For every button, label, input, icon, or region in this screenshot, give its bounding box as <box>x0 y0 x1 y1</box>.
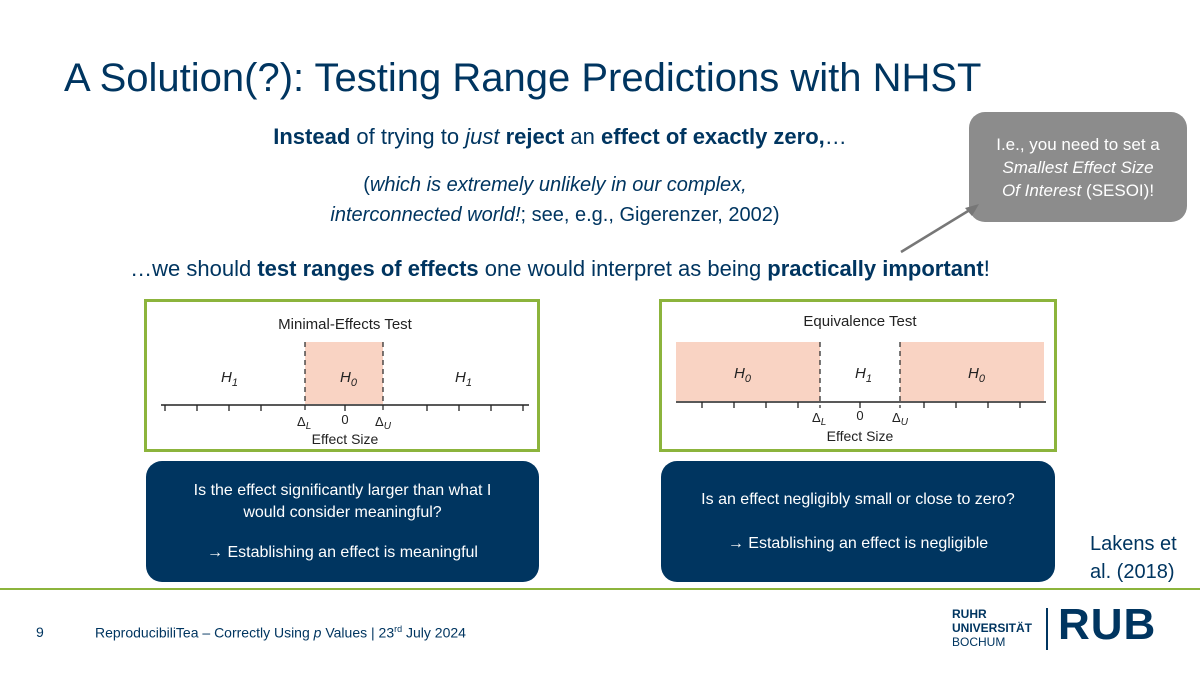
logo-line-1: RUHR <box>952 607 987 621</box>
h1-right-label: H1 <box>455 369 472 389</box>
h0-label: H0 <box>340 369 358 389</box>
paren-line-2: interconnected world!; see, e.g., Gigere… <box>0 204 1110 227</box>
minimal-effects-diagram: Minimal-Effects Test H1 H0 H1 ΔL 0 ΔU Ef… <box>161 316 529 447</box>
left-question-line-1: Is the effect significantly larger than … <box>193 481 492 499</box>
minimal-effects-panel: Minimal-Effects Test H1 H0 H1 ΔL 0 ΔU Ef… <box>144 299 540 452</box>
footer-text-a: ReproducibiliTea – Correctly Using <box>95 624 314 641</box>
footer-text-b: Values | 23 <box>321 624 395 641</box>
equiv-h0-right-label: H0 <box>968 365 986 385</box>
intro-text-2: an <box>564 124 602 149</box>
callout-line-3: (SESOI)! <box>1081 180 1155 200</box>
intro-just: just <box>465 124 500 149</box>
left-question-conclusion: → Establishing an effect is meaningful <box>207 543 478 561</box>
citation: Lakens et al. (2018) <box>1090 530 1177 586</box>
paren-open: ( <box>363 174 370 196</box>
callout-line-2: Smallest Effect Size <box>1002 157 1154 177</box>
rub-logo: RUB <box>1058 600 1157 649</box>
paren-citation: ; see, e.g., Gigerenzer, 2002) <box>520 204 780 226</box>
equivalence-h0-left-region <box>676 342 820 401</box>
equivalence-question-box: Is an effect negligibly small or close t… <box>661 461 1055 582</box>
logo-separator <box>1046 608 1048 650</box>
page-number: 9 <box>36 624 44 640</box>
minimal-effects-h0-region <box>305 342 383 404</box>
effect-size-label: Effect Size <box>312 431 379 447</box>
equivalence-panel: Equivalence Test H0 H1 H0 ΔL 0 ΔU Effect… <box>659 299 1057 452</box>
equivalence-title: Equivalence Test <box>803 313 917 330</box>
callout-arrow <box>900 204 979 254</box>
citation-line-2: al. (2018) <box>1090 561 1175 583</box>
equiv-delta-l-label: ΔL <box>812 410 826 428</box>
equiv-zero-label: 0 <box>856 408 863 423</box>
right-question-line-1: Is an effect negligibly small or close t… <box>701 490 1015 508</box>
slide-title: A Solution(?): Testing Range Predictions… <box>64 56 982 100</box>
university-logo-text: RUHR UNIVERSITÄT BOCHUM <box>952 607 1032 649</box>
equivalence-diagram: Equivalence Test H0 H1 H0 ΔL 0 ΔU Effect… <box>676 313 1046 444</box>
h1-left-label: H1 <box>221 369 238 389</box>
logo-line-2: UNIVERSITÄT <box>952 621 1033 635</box>
right-question-conclusion: → Establishing an effect is negligible <box>727 534 989 552</box>
paren-italic-1: which is extremely unlikely in our compl… <box>369 174 747 196</box>
intro-ellipsis: … <box>824 124 847 149</box>
equiv-h1-label: H1 <box>855 365 872 385</box>
paren-italic-2: interconnected world! <box>330 204 521 226</box>
equiv-delta-u-label: ΔU <box>892 410 909 428</box>
zero-label: 0 <box>341 412 348 427</box>
conclusion-text-2: one would interpret as being <box>478 256 768 281</box>
logo-line-3: BOCHUM <box>952 635 1006 649</box>
equiv-effect-size-label: Effect Size <box>827 428 894 444</box>
sesoi-callout: I.e., you need to set a Smallest Effect … <box>969 112 1187 222</box>
delta-l-label: ΔL <box>297 414 311 432</box>
conclusion-bold-1: test ranges of effects <box>257 256 479 281</box>
conclusion-exclaim: ! <box>983 256 990 281</box>
footer-text: ReproducibiliTea – Correctly Using p Val… <box>95 624 466 641</box>
callout-line-3-italic: Of Interest <box>1001 180 1082 200</box>
intro-exact-zero: effect of exactly zero, <box>601 124 825 149</box>
citation-line-1: Lakens et <box>1090 533 1177 555</box>
intro-text-1: of trying to <box>350 124 466 149</box>
footer-text-c: July 2024 <box>402 624 466 641</box>
equivalence-h0-right-region <box>900 342 1044 401</box>
conclusion-bold-2: practically important <box>767 256 984 281</box>
paren-line-1: (which is extremely unlikely in our comp… <box>0 174 1110 197</box>
footer-divider <box>0 588 1200 590</box>
minimal-effects-title: Minimal-Effects Test <box>278 316 412 333</box>
conclusion-text-1: …we should <box>130 256 258 281</box>
minimal-effects-question-box: Is the effect significantly larger than … <box>146 461 539 582</box>
left-question-line-2: would consider meaningful? <box>243 503 442 521</box>
intro-instead: Instead <box>273 124 351 149</box>
intro-line: Instead of trying to just reject an effe… <box>0 124 1120 150</box>
intro-reject: reject <box>505 124 565 149</box>
footer-sup: rd <box>394 624 403 634</box>
footer-p: p <box>313 624 322 641</box>
equiv-h0-left-label: H0 <box>734 365 752 385</box>
conclusion-line: …we should test ranges of effects one wo… <box>0 256 1120 282</box>
callout-line-1: I.e., you need to set a <box>996 134 1160 154</box>
delta-u-label: ΔU <box>375 414 392 432</box>
